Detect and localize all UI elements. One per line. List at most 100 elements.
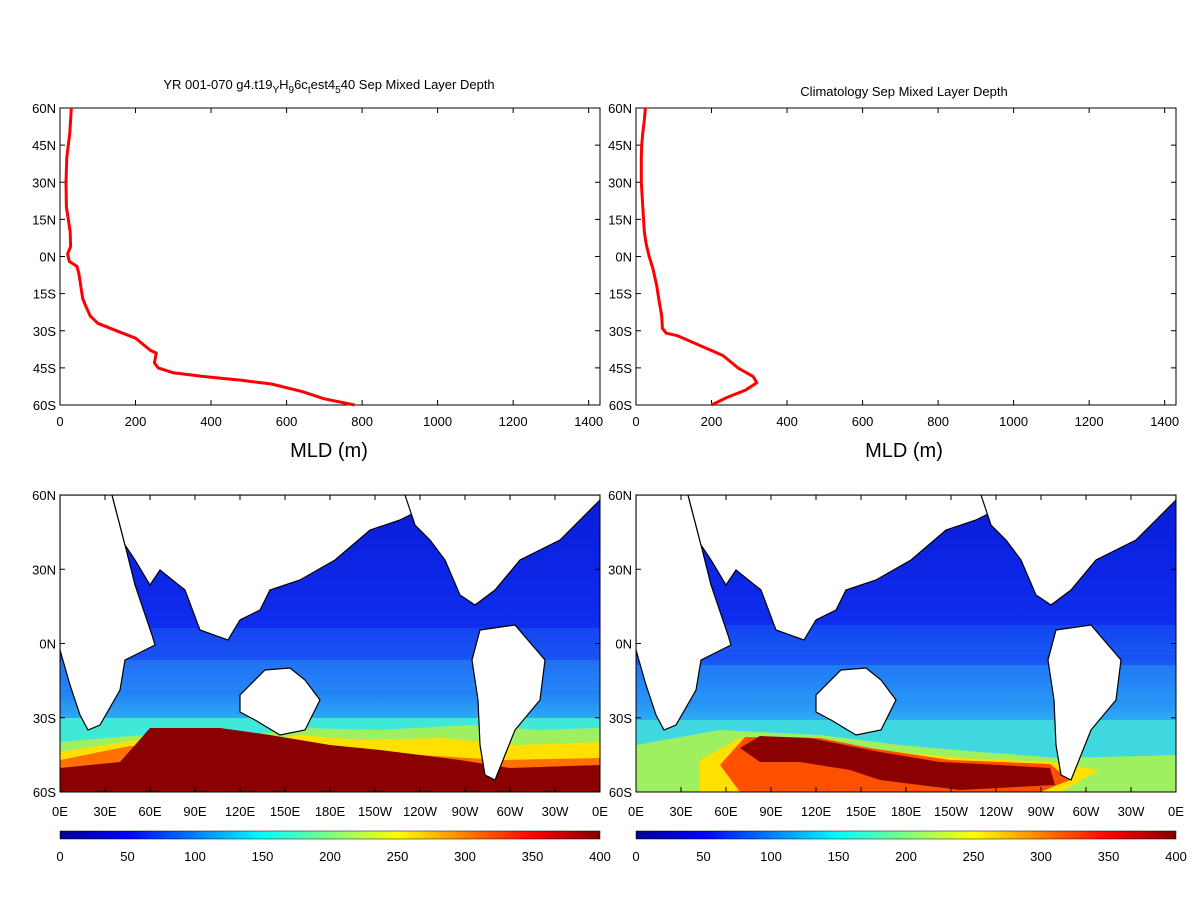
eurasia-shape xyxy=(111,495,421,641)
profile-title-model: YR 001-070 g4.t19YH96ctest4540 Sep Mixed… xyxy=(163,77,494,96)
lon-tick-label: 30W xyxy=(1118,804,1145,819)
lat-tick-label: 30S xyxy=(33,711,56,726)
y-tick-label: 60S xyxy=(33,398,56,413)
north-america-shape xyxy=(980,495,1176,606)
mld-map-climatology: 0E 30E 60E 90E 120E 150E 180E 150W 120W 90W 60W 30W… xyxy=(608,488,1187,864)
x-tick-label: 800 xyxy=(927,414,949,429)
south-america-shape xyxy=(1047,624,1122,781)
eurasia-shape xyxy=(687,495,997,641)
y-tick-label: 45N xyxy=(32,138,56,153)
y-tick-label: 30S xyxy=(33,324,56,339)
y-tick-label: 60S xyxy=(609,398,632,413)
x-tick-label: 0 xyxy=(56,414,63,429)
lon-tick-label: 150W xyxy=(934,804,969,819)
y-tick-label: 15N xyxy=(608,212,632,227)
colorbar-tick-label: 200 xyxy=(319,849,341,864)
x-tick-label: 1400 xyxy=(574,414,603,429)
x-tick-label: 1000 xyxy=(999,414,1028,429)
colorbar-tick-label: 350 xyxy=(522,849,544,864)
x-tick-label: 600 xyxy=(276,414,298,429)
y-tick-label: 30N xyxy=(608,175,632,190)
lon-tick-label: 60W xyxy=(1073,804,1100,819)
x-tick-label: 200 xyxy=(125,414,147,429)
lat-tick-label: 60S xyxy=(609,785,632,800)
south-america-shape xyxy=(471,624,546,781)
colorbar-tick-label: 400 xyxy=(589,849,611,864)
x-tick-label: 1400 xyxy=(1150,414,1179,429)
profile-panel-model: YR 001-070 g4.t19YH96ctest4540 Sep Mixed… xyxy=(32,77,603,462)
lat-tick-label: 30N xyxy=(608,562,632,577)
y-tick-label: 15S xyxy=(609,287,632,302)
africa-shape xyxy=(636,495,732,731)
mld-profile-line xyxy=(64,107,355,407)
lat-tick-label: 60S xyxy=(33,785,56,800)
colorbar-tick-label: 250 xyxy=(387,849,409,864)
africa-shape xyxy=(60,495,156,731)
x-tick-label: 1200 xyxy=(499,414,528,429)
lon-tick-label: 90W xyxy=(452,804,479,819)
lon-tick-label: 150W xyxy=(358,804,393,819)
x-tick-label: 600 xyxy=(852,414,874,429)
y-tick-label: 45S xyxy=(33,361,56,376)
lat-tick-label: 0N xyxy=(39,637,56,652)
lon-tick-label: 0E xyxy=(52,804,68,819)
y-tick-label: 30S xyxy=(609,324,632,339)
lon-tick-label: 90E xyxy=(183,804,206,819)
y-tick-label: 0N xyxy=(39,250,56,265)
colorbar xyxy=(59,830,601,840)
colorbar-tick-label: 150 xyxy=(828,849,850,864)
colorbar-tick-label: 50 xyxy=(120,849,134,864)
lon-tick-label: 120E xyxy=(225,804,256,819)
north-america-shape xyxy=(404,495,600,606)
land-masses xyxy=(60,495,600,781)
x-tick-label: 1000 xyxy=(423,414,452,429)
colorbar-tick-label: 300 xyxy=(454,849,476,864)
y-tick-label: 15S xyxy=(33,287,56,302)
colorbar xyxy=(635,830,1177,840)
lon-tick-label: 150E xyxy=(846,804,877,819)
lat-tick-label: 30N xyxy=(32,562,56,577)
lon-tick-label: 120W xyxy=(979,804,1014,819)
mld-map-model: 0E 30E 60E 90E 120E 150E 180E 150W 120W 90W 60W 30W… xyxy=(32,488,611,864)
colorbar-tick-label: 400 xyxy=(1165,849,1187,864)
profile-xlabel: MLD (m) xyxy=(865,440,943,462)
colorbar-tick-label: 250 xyxy=(963,849,985,864)
colorbar-tick-label: 300 xyxy=(1030,849,1052,864)
x-tick-label: 400 xyxy=(776,414,798,429)
lon-tick-label: 0E xyxy=(1168,804,1184,819)
colorbar-tick-label: 0 xyxy=(56,849,63,864)
profile-plot-area xyxy=(59,107,601,406)
x-tick-label: 1200 xyxy=(1075,414,1104,429)
lon-tick-label: 30W xyxy=(542,804,569,819)
lon-tick-label: 90E xyxy=(759,804,782,819)
land-masses xyxy=(636,495,1176,781)
profile-title-climatology: Climatology Sep Mixed Layer Depth xyxy=(800,84,1007,99)
lat-tick-label: 60N xyxy=(32,488,56,503)
lon-tick-label: 180E xyxy=(315,804,346,819)
y-tick-label: 45N xyxy=(608,138,632,153)
lon-tick-label: 0E xyxy=(592,804,608,819)
australia-shape xyxy=(815,667,897,736)
lat-tick-label: 30S xyxy=(609,711,632,726)
y-tick-label: 0N xyxy=(615,250,632,265)
x-tick-label: 0 xyxy=(632,414,639,429)
y-tick-label: 60N xyxy=(32,101,56,116)
y-tick-label: 45S xyxy=(609,361,632,376)
lon-tick-label: 180E xyxy=(891,804,922,819)
mld-profile-line xyxy=(639,107,759,407)
lon-tick-label: 150E xyxy=(270,804,301,819)
australia-shape xyxy=(239,667,321,736)
colorbar-tick-label: 200 xyxy=(895,849,917,864)
x-tick-label: 800 xyxy=(351,414,373,429)
y-tick-label: 15N xyxy=(32,212,56,227)
lon-tick-label: 120E xyxy=(801,804,832,819)
colorbar-tick-label: 100 xyxy=(184,849,206,864)
lon-tick-label: 60W xyxy=(497,804,524,819)
lon-tick-label: 30E xyxy=(669,804,692,819)
x-tick-label: 400 xyxy=(200,414,222,429)
y-tick-label: 30N xyxy=(32,175,56,190)
colorbar-tick-label: 150 xyxy=(252,849,274,864)
colorbar-tick-label: 0 xyxy=(632,849,639,864)
y-tick-label: 60N xyxy=(608,101,632,116)
profile-panel-climatology: Climatology Sep Mixed Layer Depth 0 200 40… xyxy=(608,84,1179,462)
